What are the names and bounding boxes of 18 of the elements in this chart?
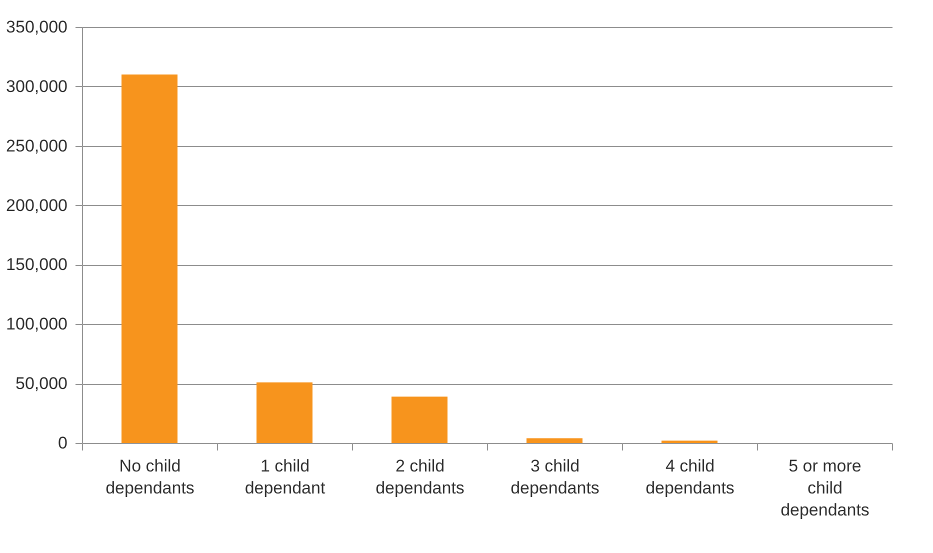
y-tick-label: 200,000 bbox=[6, 196, 68, 215]
y-tick-label: 300,000 bbox=[6, 76, 68, 96]
bar bbox=[392, 396, 448, 443]
x-tick-label: 1 child dependant bbox=[244, 456, 326, 498]
x-tick-label: 5 or more child dependants bbox=[780, 456, 870, 520]
x-tick-label: No child dependants bbox=[106, 456, 194, 498]
y-tick-label: 0 bbox=[58, 434, 68, 452]
bar bbox=[526, 438, 582, 443]
y-tick-label: 50,000 bbox=[16, 374, 68, 394]
x-tick-label: 4 child dependants bbox=[646, 456, 734, 498]
x-tick-label: 3 child dependants bbox=[510, 456, 600, 498]
x-tick-label: 2 child dependants bbox=[376, 456, 464, 498]
bar bbox=[122, 74, 178, 443]
bar bbox=[256, 382, 312, 443]
y-tick-label: 250,000 bbox=[6, 136, 68, 156]
y-tick-label: 350,000 bbox=[6, 18, 68, 36]
y-tick-label: 150,000 bbox=[6, 255, 68, 274]
y-tick-label: 100,000 bbox=[6, 314, 68, 334]
